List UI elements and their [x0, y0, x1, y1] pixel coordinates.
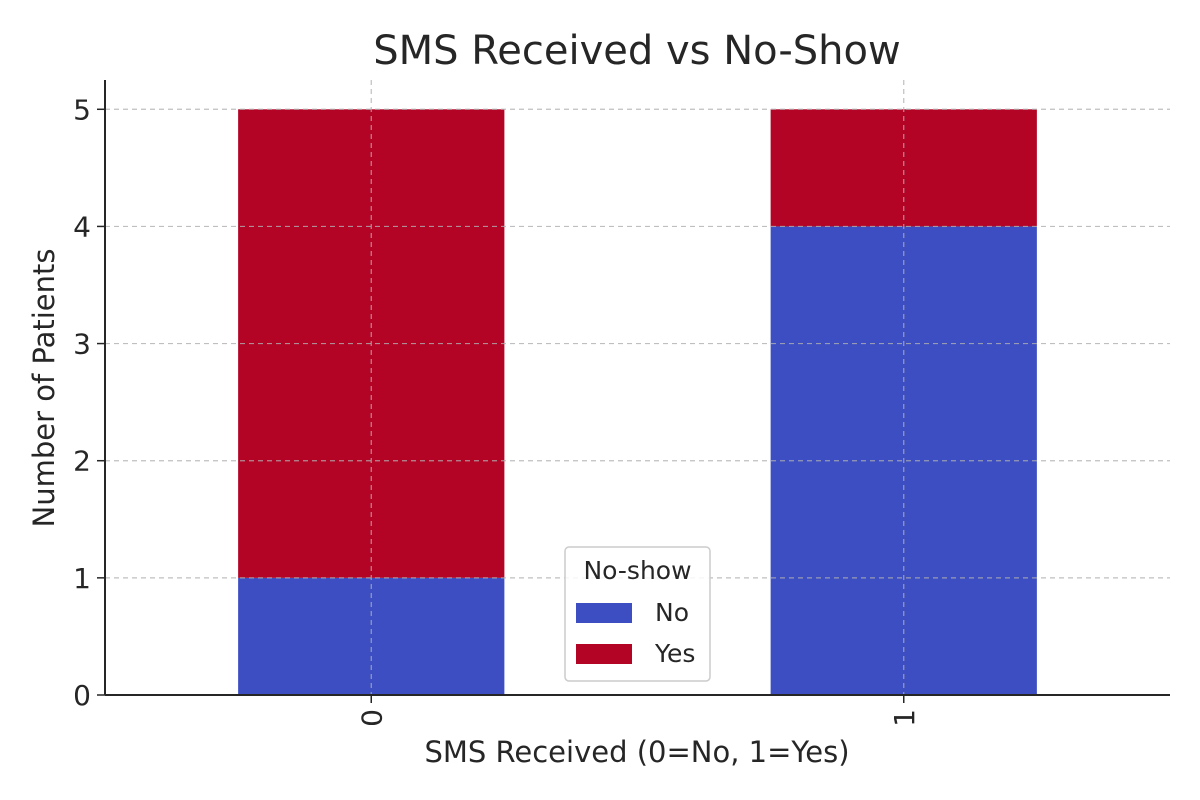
y-tick-label-0: 0 — [73, 679, 91, 712]
x-tick-label-0: 0 — [355, 709, 388, 727]
ticks-group: 0 1 2 3 4 5 0 1 — [73, 93, 921, 727]
legend-title: No-show — [583, 556, 691, 585]
y-tick-label-1: 1 — [73, 562, 91, 595]
legend-label-no: No — [655, 598, 689, 627]
y-axis-label: Number of Patients — [27, 249, 61, 528]
y-tick-label-4: 4 — [73, 210, 91, 243]
y-tick-label-3: 3 — [73, 328, 91, 361]
chart-title: SMS Received vs No-Show — [373, 28, 900, 74]
axes-group — [104, 80, 1170, 696]
x-tick-label-1: 1 — [888, 709, 921, 727]
legend: No-show No Yes — [564, 546, 711, 682]
y-tick-label-2: 2 — [73, 445, 91, 478]
legend-swatch-no — [576, 603, 632, 623]
legend-label-yes: Yes — [654, 639, 695, 668]
x-axis-label: SMS Received (0=No, 1=Yes) — [424, 735, 849, 769]
legend-swatch-yes — [576, 644, 632, 664]
y-tick-label-5: 5 — [73, 93, 91, 126]
